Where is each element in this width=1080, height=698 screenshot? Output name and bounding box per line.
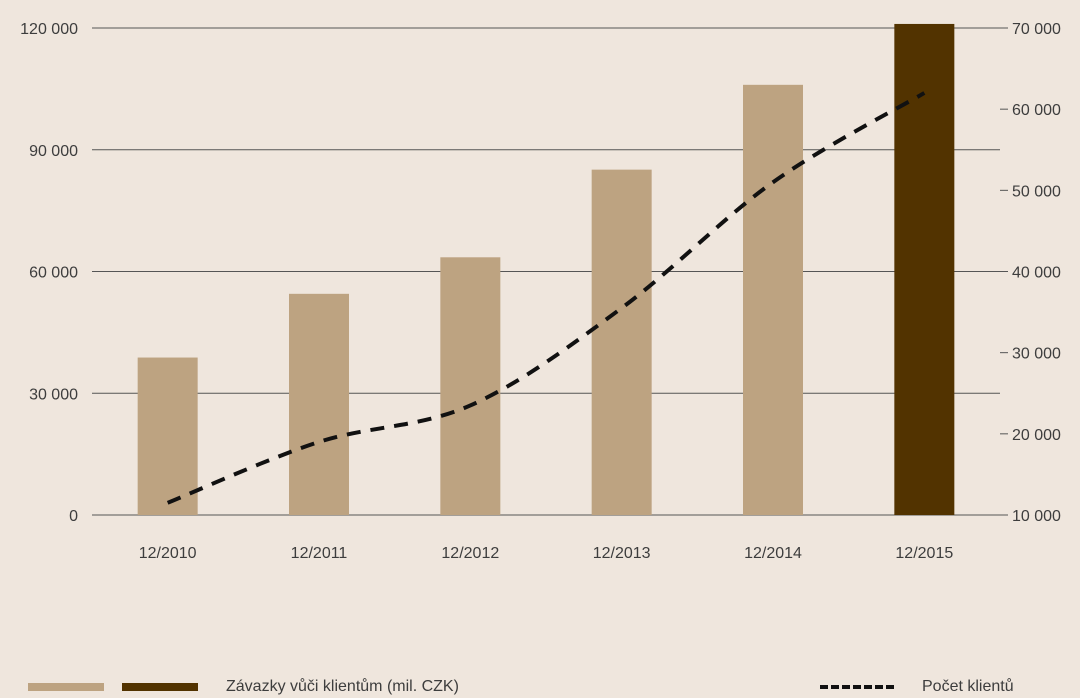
y-left-tick-label: 120 000: [20, 21, 78, 38]
y-left-tick-label: 60 000: [29, 265, 78, 282]
legend-swatch-light: [28, 683, 104, 691]
bar: [137, 357, 198, 515]
bar: [440, 257, 501, 515]
legend-bars-label: Závazky vůči klientům (mil. CZK): [226, 678, 459, 695]
bar: [591, 169, 652, 515]
x-tick-label: 12/2013: [593, 545, 651, 562]
x-tick-label: 12/2015: [895, 545, 953, 562]
legend-line: Počet klientů: [820, 677, 1014, 697]
y-left-tick-label: 0: [69, 508, 78, 525]
legend-bars: Závazky vůči klientům (mil. CZK): [28, 677, 459, 697]
y-left-tick-label: 90 000: [29, 143, 78, 160]
bar: [289, 293, 349, 515]
right-axis-ticks: 10 000 20 000 30 000 40 000 50 000 60 000 70 0…: [1000, 21, 1061, 525]
x-axis-ticks: 12/2010 12/2011 12/2012 12/2013 12/2014 12/20…: [139, 545, 954, 562]
line-series-path: [166, 91, 926, 505]
x-tick-label: 12/2010: [139, 545, 197, 562]
bars-series: [137, 23, 955, 516]
gridlines: [92, 27, 1000, 516]
legend-swatch-dark: [122, 683, 198, 691]
y-left-tick-label: 30 000: [29, 386, 78, 403]
left-axis-ticks: 0 30 000 60 000 90 000 120 000: [20, 21, 78, 525]
y-right-tick-label: 10 000: [1012, 508, 1061, 525]
y-right-tick-label: 70 000: [1012, 21, 1061, 38]
y-right-tick-label: 30 000: [1012, 346, 1061, 363]
legend-line-label: Počet klientů: [922, 678, 1014, 695]
bar: [894, 23, 955, 516]
x-tick-label: 12/2014: [744, 545, 802, 562]
x-tick-label: 12/2011: [291, 545, 348, 562]
y-right-tick-label: 20 000: [1012, 427, 1061, 444]
legend-dash-swatch: [820, 685, 894, 689]
chart: 0 30 000 60 000 90 000 120 000 10 000 20 000 3…: [20, 21, 1061, 562]
y-right-tick-label: 40 000: [1012, 265, 1061, 282]
y-right-tick-label: 50 000: [1012, 183, 1061, 200]
y-right-tick-label: 60 000: [1012, 102, 1061, 119]
line-series: [166, 91, 926, 505]
bar: [743, 84, 803, 516]
x-tick-label: 12/2012: [441, 545, 499, 562]
